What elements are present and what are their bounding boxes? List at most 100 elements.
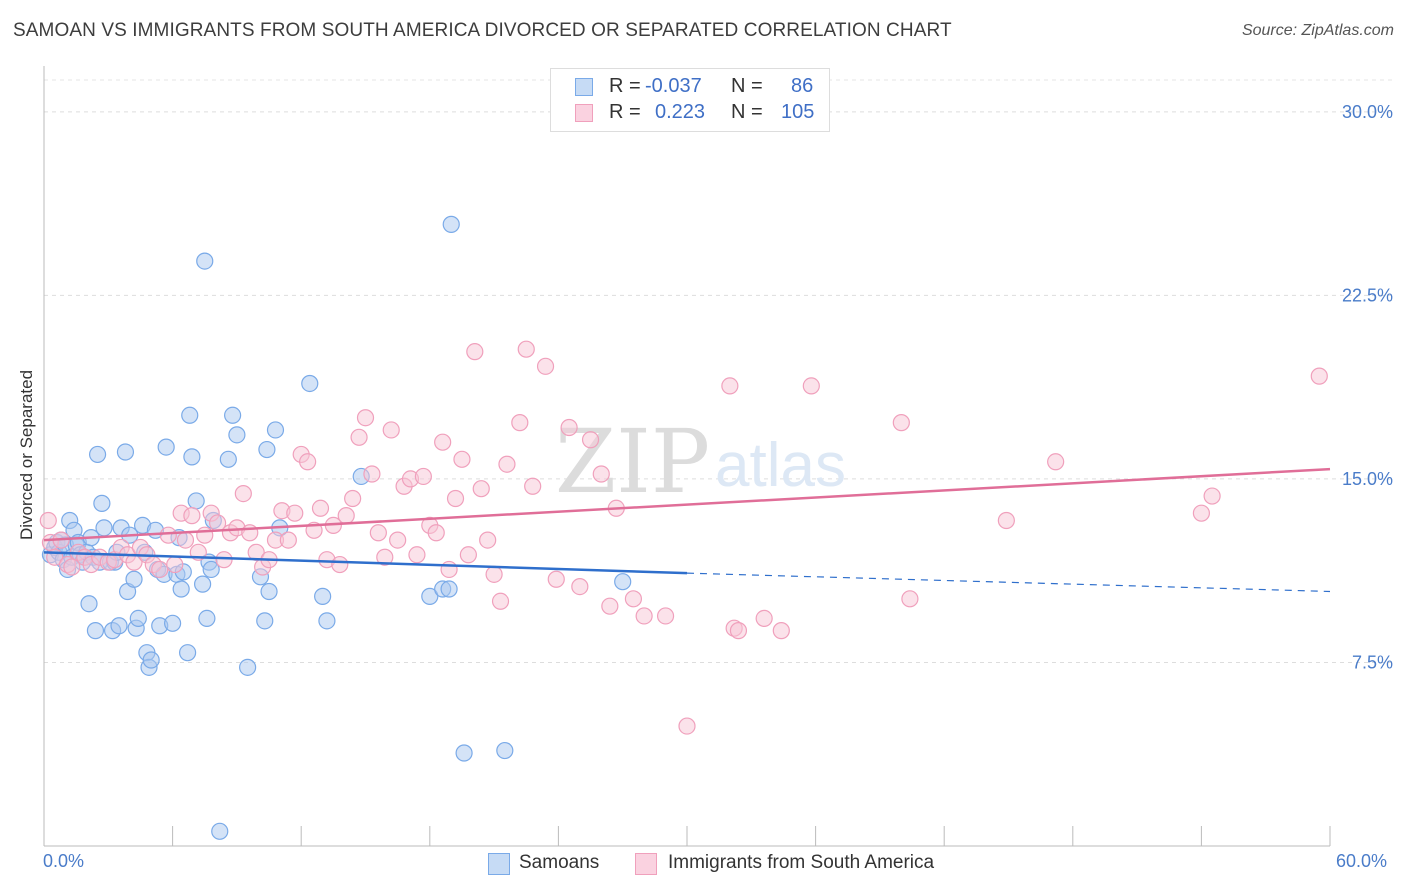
immigrant-point (772, 622, 790, 640)
immigrant-point (466, 343, 484, 361)
samoan-point (421, 587, 439, 605)
immigrant-point (63, 558, 81, 576)
immigrant-point (498, 455, 516, 473)
samoan-point (496, 741, 514, 760)
samoan-point (442, 215, 460, 233)
samoan-point (219, 450, 237, 468)
immigrant-point (571, 577, 589, 596)
legend-r-label: R = (609, 75, 641, 97)
samoan-point (157, 438, 175, 456)
x-tick-label-left: 0.0% (43, 851, 85, 871)
y-tick-label: 15.0% (1342, 469, 1393, 489)
immigrant-point (176, 531, 195, 549)
immigrant-point (729, 622, 748, 640)
immigrant-point (536, 357, 555, 375)
samoan-point (125, 570, 143, 588)
samoan-point (258, 440, 276, 459)
samoan-point (86, 622, 105, 640)
legend-r-label: R = (609, 101, 641, 123)
immigrant-point (1310, 367, 1328, 385)
immigrant-point (434, 433, 452, 451)
series-label-immigrants: Immigrants from South America (668, 852, 935, 873)
samoan-point (183, 448, 201, 466)
samoan-point (129, 609, 147, 628)
samoan-point (80, 595, 98, 613)
samoan-point (202, 560, 220, 579)
samoan-point (318, 612, 336, 630)
y-axis-title: Divorced or Separated (17, 369, 36, 541)
y-tick-label: 30.0% (1342, 102, 1393, 122)
immigrant-point (356, 409, 375, 427)
samoan-trend-extension (686, 572, 1331, 593)
immigrant-point (234, 484, 252, 503)
samoan-point (181, 406, 199, 424)
samoan-point (260, 582, 278, 601)
immigrant-point (678, 717, 696, 735)
immigrant-point (241, 524, 259, 542)
immigrant-point (802, 377, 820, 395)
samoan-point (614, 573, 632, 591)
samoan-point (187, 492, 205, 510)
points-layer (39, 215, 1328, 840)
immigrant-point (427, 524, 445, 542)
immigrant-point (901, 590, 919, 608)
immigrant-point (344, 489, 362, 508)
immigrant-point (472, 480, 490, 498)
samoan-point (88, 445, 107, 464)
legend-r-value: 0.223 (655, 101, 706, 123)
samoan-point (95, 519, 113, 537)
immigrant-point (517, 340, 535, 358)
immigrant-point (440, 560, 458, 579)
immigrant-point (624, 590, 643, 608)
samoan-point (239, 658, 257, 676)
immigrant-point (892, 414, 910, 432)
series-swatch-samoans (488, 853, 510, 875)
chart-title: SAMOAN VS IMMIGRANTS FROM SOUTH AMERICA … (13, 20, 952, 41)
immigrant-point (331, 555, 349, 574)
immigrant-point (279, 531, 297, 549)
samoan-point (172, 580, 190, 598)
immigrant-point (721, 377, 739, 395)
immigrant-point (369, 524, 387, 542)
immigrant-point (592, 465, 610, 483)
y-tick-label: 7.5% (1352, 652, 1393, 672)
watermark: ZIP atlas (555, 410, 846, 513)
immigrant-point (560, 418, 578, 437)
immigrant-point (196, 526, 214, 544)
immigrant-point (408, 546, 426, 564)
immigrant-point (311, 499, 330, 517)
legend-n-value: 105 (781, 101, 815, 123)
samoan-point (116, 443, 135, 461)
immigrant-point (389, 531, 407, 549)
immigrant-point (656, 607, 675, 625)
legend-n-value: 86 (791, 75, 814, 97)
samoan-point (228, 426, 246, 444)
samoan-point (164, 614, 182, 632)
immigrant-point (350, 428, 368, 446)
immigrant-point (524, 477, 542, 495)
correlation-legend: R = -0.037 N = 86 R = 0.223 N = 105 (550, 68, 830, 132)
axis-layer: 7.5% 15.0% 22.5% 30.0% (43, 66, 1393, 847)
grid-layer (44, 79, 1392, 663)
samoan-point (198, 609, 216, 628)
immigrant-point (151, 560, 169, 579)
immigrant-point (299, 453, 317, 471)
watermark-atlas: atlas (715, 431, 846, 500)
watermark-zip: ZIP (555, 410, 710, 513)
immigrant-point (414, 467, 432, 486)
immigrant-point (485, 565, 503, 583)
immigrant-point (1192, 504, 1211, 522)
immigrant-point (491, 592, 510, 610)
y-tick-label: 22.5% (1342, 285, 1393, 305)
source-label: Source: ZipAtlas.com (1241, 22, 1394, 39)
samoan-point (93, 494, 111, 512)
series-label-samoans: Samoans (519, 852, 600, 873)
immigrant-point (479, 531, 497, 549)
immigrant-point (547, 570, 565, 588)
samoan-point (314, 587, 332, 605)
immigrant-point (363, 465, 381, 483)
immigrant-point (1047, 453, 1065, 471)
immigrant-point (166, 555, 184, 574)
series-swatch-immigrants (635, 853, 657, 875)
